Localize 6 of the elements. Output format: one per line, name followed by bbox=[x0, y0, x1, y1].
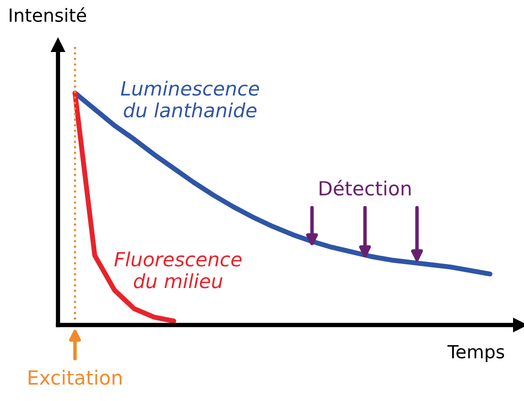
y-axis-title: Intensité bbox=[10, 7, 86, 22]
text: Excitation bbox=[28, 370, 122, 385]
series-label: Fluorescence du milieu bbox=[114, 252, 242, 288]
series-label: Luminescence du lanthanide bbox=[120, 80, 260, 118]
x-axis-title: Temps bbox=[447, 345, 504, 362]
annotation: Détection bbox=[320, 180, 411, 196]
